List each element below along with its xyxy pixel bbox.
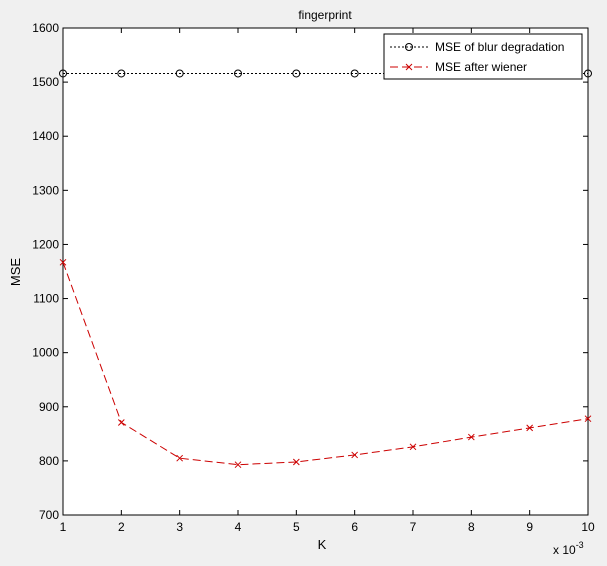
series-1-point (59, 69, 67, 78)
y-tick-label: 700 (39, 508, 59, 522)
x-tick-label: 10 (581, 520, 595, 534)
legend-marker-1 (405, 43, 413, 51)
y-tick-label: 1500 (32, 75, 59, 89)
x-tick-label: 7 (410, 520, 417, 534)
legend-box (383, 33, 583, 80)
y-tick-label: 1600 (32, 21, 59, 35)
x-axis-multiplier: x 10-3 (553, 540, 584, 557)
y-tick-label: 1000 (32, 346, 59, 360)
legend-marker-2 (405, 63, 413, 71)
series-1-point (350, 69, 359, 78)
series-2-point (526, 424, 534, 432)
legend-label-2: MSE after wiener (435, 60, 527, 74)
series-2-point (351, 451, 359, 459)
series-1-point (117, 69, 126, 78)
chart-title: fingerprint (298, 8, 352, 22)
x-tick-label: 1 (60, 520, 67, 534)
y-axis-label: MSE (8, 258, 23, 287)
plot-area (62, 27, 589, 516)
y-tick-label: 900 (39, 400, 59, 414)
series-2-point (409, 443, 417, 451)
series-1-point (584, 69, 592, 78)
series-2-point (176, 454, 184, 462)
y-tick-label: 1400 (32, 129, 59, 143)
x-tick-label: 4 (235, 520, 242, 534)
x-tick-label: 8 (468, 520, 475, 534)
x-axis-ticks: 1 2 3 4 5 6 7 8 9 10 (60, 28, 595, 534)
y-tick-label: 1200 (32, 237, 59, 251)
series-1-point (175, 69, 184, 78)
y-tick-label: 1300 (32, 183, 59, 197)
y-tick-label: 800 (39, 454, 59, 468)
series-2-point (584, 415, 592, 423)
x-axis-label: K (318, 537, 327, 552)
x-axis-multiplier-exponent: -3 (576, 540, 584, 550)
series-2-point (234, 461, 242, 469)
x-tick-label: 2 (118, 520, 125, 534)
series-2-point (292, 458, 300, 466)
series-1-point (292, 69, 301, 78)
y-axis-ticks: 700 800 900 1000 1100 1200 1300 1400 1500 1600 (32, 21, 588, 522)
series-line-2 (62, 262, 589, 466)
x-tick-label: 3 (176, 520, 183, 534)
legend: MSE of blur degradation MSE after wiener (383, 33, 583, 80)
series-2-point (117, 419, 125, 426)
y-tick-label: 1100 (33, 292, 59, 306)
series-2-point (467, 433, 475, 441)
x-tick-label: 5 (293, 520, 300, 534)
x-tick-label: 9 (526, 520, 533, 534)
series-2-point (59, 258, 67, 266)
x-tick-label: 6 (351, 520, 358, 534)
series-1-point (234, 69, 242, 78)
legend-label-1: MSE of blur degradation (435, 40, 564, 54)
